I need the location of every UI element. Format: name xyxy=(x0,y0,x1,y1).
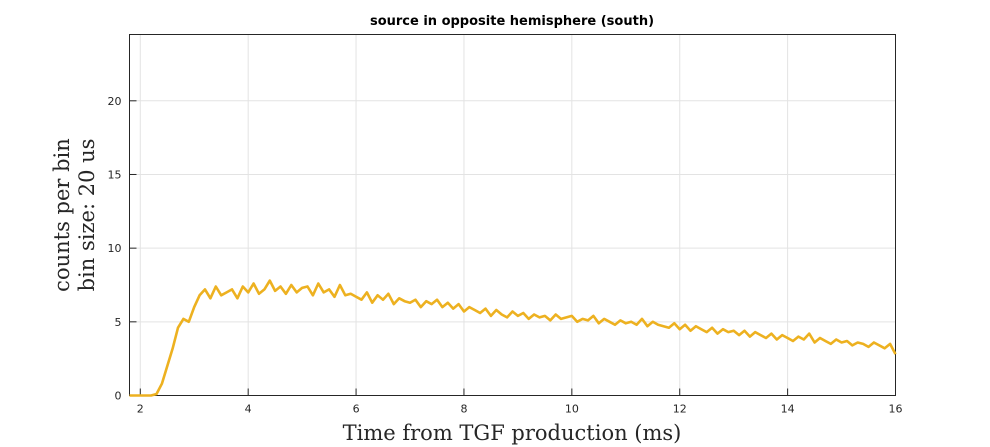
grid-lines xyxy=(129,34,896,396)
series-line xyxy=(129,279,897,397)
x-tick-label: 6 xyxy=(353,403,360,416)
x-tick-label: 4 xyxy=(245,403,252,416)
y-tick-label: 15 xyxy=(108,168,122,181)
x-tick-label: 16 xyxy=(889,403,903,416)
plot-area xyxy=(129,34,896,396)
x-tick-label: 10 xyxy=(565,403,579,416)
axis-ticks: 2 4 6 8 10 12 14 16 0 5 10 15 20 xyxy=(108,95,903,416)
y-tick-label: 10 xyxy=(108,242,122,255)
y-axis-label-line-1: counts per bin xyxy=(50,138,74,292)
x-tick-label: 14 xyxy=(781,403,795,416)
y-axis-label-line-2: bin size: 20 us xyxy=(75,139,99,292)
y-tick-label: 20 xyxy=(108,95,122,108)
x-tick-label: 8 xyxy=(460,403,467,416)
x-tick-label: 2 xyxy=(137,403,144,416)
y-tick-label: 0 xyxy=(115,390,122,403)
y-tick-label: 5 xyxy=(115,316,122,329)
x-axis-label: Time from TGF production (ms) xyxy=(343,421,682,445)
chart-title: source in opposite hemisphere (south) xyxy=(370,14,654,29)
x-tick-label: 12 xyxy=(673,403,687,416)
